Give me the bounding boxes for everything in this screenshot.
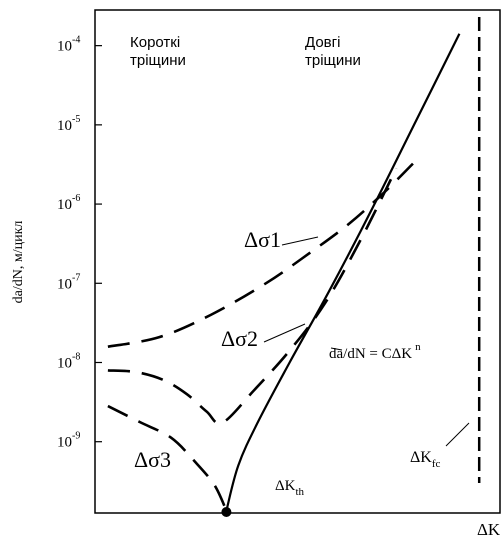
fracture-limit-leader [445,422,470,447]
y-tick-label: 10-7 [57,272,80,292]
leader-ds1 [281,236,319,246]
series-label-ds1: Δσ1 [244,227,281,252]
y-tick-label: 10-9 [57,431,80,451]
region-long-cracks-line2: тріщини [305,52,361,69]
formula-label: da/dN = CΔK n [329,341,421,362]
x-axis-label: ΔK [477,520,501,539]
y-tick-label: 10-5 [57,114,80,134]
series-layer [107,33,461,512]
series-line-2 [107,167,398,425]
series-label-ds2: Δσ2 [221,326,258,351]
region-long-cracks-line1: Довгі [305,34,340,51]
y-axis-label: da/dN, м/цикл [11,221,26,304]
region-short-cracks-line1: Короткі [130,34,180,51]
threshold-label: ΔKth [275,478,305,498]
y-tick-label: 10-6 [57,193,80,213]
formula-leader [330,347,343,351]
leader-ds2 [263,323,306,343]
fracture-limit-label: ΔKfc [410,449,441,470]
series-label-ds3: Δσ3 [134,447,171,472]
plot-frame [94,9,501,514]
region-short-cracks-line2: тріщини [130,52,186,69]
series-line-3 [107,404,228,512]
y-axis-ticks: 10-4 10-5 10-6 10-7 10-8 10-9 [57,35,102,451]
y-tick-label: 10-8 [57,351,80,371]
series-line-1 [107,159,417,348]
y-tick-label: 10-4 [57,35,80,55]
series-line-4 [225,33,461,511]
threshold-point [221,507,232,517]
